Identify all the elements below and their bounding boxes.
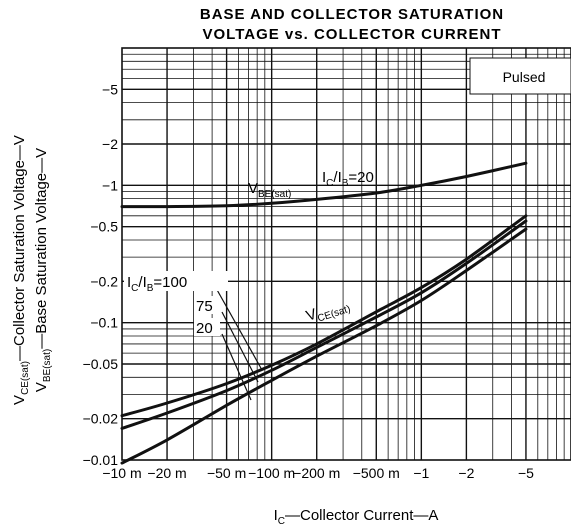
ratio-label-75: 75	[196, 298, 213, 315]
curve-1	[120, 161, 528, 209]
y-axis-label-2: VBE(sat)—Base Saturation Voltage—V	[33, 148, 53, 392]
x-tick-label: −200 m	[293, 465, 340, 481]
x-tick-label: −1	[413, 465, 429, 481]
x-axis-label: IC—Collector Current—A	[274, 507, 439, 527]
x-tick-label: −100 m	[248, 465, 295, 481]
ratio-label-100: IC/IB=100	[127, 274, 187, 294]
y-axis-label-1: VCE(sat)—Collector Saturation Voltage—V	[11, 135, 31, 405]
chart-title-line2: VOLTAGE vs. COLLECTOR CURRENT	[202, 26, 501, 43]
ratio-label-bg	[124, 271, 228, 291]
legend-box-text: Pulsed	[503, 69, 546, 85]
y-tick-label: −0.2	[90, 273, 118, 289]
legend-box: Pulsed	[469, 57, 571, 95]
y-tick-label: −0.5	[90, 219, 118, 235]
vbe-label-text: VBE(sat)	[248, 180, 291, 200]
vbe-ratio-text: IC/IB=20	[322, 169, 374, 189]
x-tick-label: −5	[518, 465, 534, 481]
curve-3	[120, 219, 528, 430]
ratio-labels: IC/IB=100 75 20	[124, 271, 228, 337]
curve-4	[120, 227, 528, 465]
x-tick-label: −20 m	[147, 465, 186, 481]
grid	[121, 47, 571, 461]
ratio-label-20: 20	[196, 320, 213, 337]
vbe-label: VBE(sat) IC/IB=20	[248, 169, 374, 200]
plot-frame	[121, 47, 571, 461]
y-tick-label: −0.02	[83, 411, 119, 427]
x-tick-label: −500 m	[353, 465, 400, 481]
x-tick-label: −2	[458, 465, 474, 481]
x-tick-label: −10 m	[102, 465, 141, 481]
ratio-label-20-bg	[194, 318, 220, 336]
y-tick-label: −2	[102, 136, 118, 152]
pointer-100	[215, 287, 263, 371]
pointer-20	[221, 333, 252, 401]
y-tick-label: −1	[102, 177, 118, 193]
ratio-label-75-bg	[194, 296, 220, 314]
y-tick-label: −0.01	[83, 452, 119, 468]
chart-title-line1: BASE AND COLLECTOR SATURATION	[200, 6, 504, 23]
y-tick-label: −0.05	[83, 356, 119, 372]
curves	[120, 161, 528, 465]
legend-box-frame	[469, 57, 571, 95]
curve-2	[120, 214, 528, 418]
y-tick-label: −0.1	[90, 315, 118, 331]
y-tick-label: −5	[102, 81, 118, 97]
axes: −10 m −20 m −50 m −100 m−200 m −500 m −1 −2 −5 −…	[83, 81, 535, 481]
pointer-75	[221, 311, 259, 383]
x-tick-label: −50 m	[207, 465, 246, 481]
ratio-pointers	[215, 287, 263, 401]
